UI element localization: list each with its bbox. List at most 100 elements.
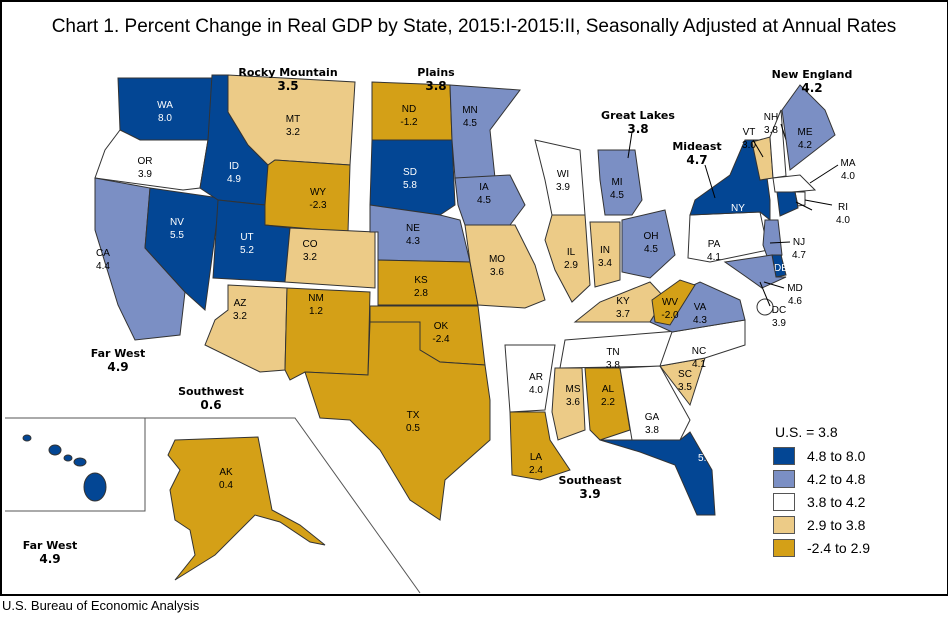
leader-line [752, 139, 764, 158]
state-ny [689, 139, 771, 222]
state-abbr: UT [240, 232, 253, 243]
state-value: 3.0 [742, 140, 756, 151]
state-mi [597, 149, 643, 216]
leader-line [809, 164, 839, 184]
legend-item: 4.8 to 8.0 [773, 444, 870, 467]
state-tx [304, 321, 491, 521]
state-mo [464, 224, 546, 309]
state-abbr: WV [662, 297, 678, 308]
state-value: 3.7 [616, 309, 630, 320]
leader-line [759, 281, 771, 307]
state-abbr: GA [645, 412, 660, 423]
state-abbr: AZ [234, 298, 247, 309]
state-value: 3.6 [566, 397, 580, 408]
state-abbr: TX [407, 410, 420, 421]
region-name: Far West [91, 347, 146, 360]
state-abbr: WY [310, 187, 326, 198]
state-ar [504, 344, 556, 413]
region-name: Great Lakes [601, 109, 675, 122]
state-al [584, 367, 631, 441]
state-value: -2.0 [661, 310, 679, 321]
state-value: 4.4 [96, 261, 110, 272]
legend-label: 3.8 to 4.2 [807, 493, 866, 510]
region-value: 4.7 [686, 153, 707, 167]
state-value: 2.8 [414, 288, 428, 299]
state-value: -2.4 [432, 334, 450, 345]
region-name: Southeast [558, 474, 621, 487]
state-value: 4.9 [227, 174, 241, 185]
state-value: 3.9 [138, 169, 152, 180]
state-abbr: VA [694, 302, 707, 313]
state-abbr: WI [557, 169, 569, 180]
state-value: 0.5 [406, 423, 420, 434]
legend-item: 3.8 to 4.2 [773, 490, 870, 513]
legend-item: 4.2 to 4.8 [773, 467, 870, 490]
state-value: 4.0 [529, 385, 543, 396]
state-abbr: KS [414, 275, 428, 286]
leader-line [627, 131, 633, 159]
state-value: 4.7 [792, 250, 806, 261]
state-value: -2.3 [309, 200, 327, 211]
state-abbr: MI [611, 177, 622, 188]
state-value: 2.9 [564, 260, 578, 271]
state-value: 0.4 [219, 480, 233, 491]
state-value: 4.5 [644, 244, 658, 255]
state-abbr: NY [731, 203, 745, 214]
region-value: 0.6 [200, 398, 221, 412]
state-abbr: AR [529, 372, 543, 383]
state-value: 4.8 [812, 223, 826, 234]
state-sd [369, 139, 456, 216]
state-hi-island [22, 434, 32, 442]
state-abbr: MA [841, 158, 856, 169]
state-value: 3.8 [645, 425, 659, 436]
state-ak [167, 436, 326, 581]
state-abbr: OK [434, 321, 449, 332]
state-abbr: NE [406, 223, 420, 234]
region-name: Mideast [672, 140, 721, 153]
state-abbr: RI [838, 202, 848, 213]
state-abbr: NM [308, 293, 324, 304]
state-abbr: DC [772, 305, 786, 316]
state-ct [776, 191, 799, 217]
state-value: 3.2 [233, 311, 247, 322]
state-value: 4.5 [610, 190, 624, 201]
state-abbr: SD [403, 167, 417, 178]
legend-item: -2.4 to 2.9 [773, 536, 870, 559]
state-value: 3.6 [490, 267, 504, 278]
region-value: 3.8 [425, 79, 446, 93]
state-abbr: LA [530, 452, 543, 463]
state-il [544, 214, 591, 303]
region-value: 3.8 [627, 122, 648, 136]
state-value: 4.0 [841, 171, 855, 182]
state-abbr: WA [157, 100, 173, 111]
legend-label: 2.9 to 3.8 [807, 516, 866, 533]
region-value: 4.2 [801, 81, 822, 95]
legend: U.S. = 3.8 4.8 to 8.0 4.2 to 4.8 3.8 to 4.… [773, 424, 870, 559]
state-abbr: CT [812, 210, 825, 221]
state-abbr: NH [764, 112, 778, 123]
state-abbr: CO [303, 239, 318, 250]
legend-swatch [773, 515, 795, 534]
region-name: Southwest [178, 385, 244, 398]
legend-swatch [773, 446, 795, 465]
legend-label: -2.4 to 2.9 [807, 539, 871, 556]
state-value: 5.1 [698, 453, 712, 464]
state-value: 3.9 [772, 318, 786, 329]
leader-line [704, 164, 716, 199]
state-abbr: MD [787, 283, 803, 294]
region-name: Rocky Mountain [238, 66, 337, 79]
state-abbr: SC [678, 369, 692, 380]
state-value: 5.1 [55, 485, 69, 496]
state-abbr: AL [602, 384, 615, 395]
state-co [284, 227, 376, 289]
state-value: 5.2 [240, 245, 254, 256]
state-abbr: ID [229, 161, 239, 172]
state-fl [599, 431, 716, 516]
state-value: 4.1 [692, 359, 706, 370]
state-value: 4.3 [693, 315, 707, 326]
leader-line [763, 281, 785, 289]
region-name: New England [772, 68, 853, 81]
legend-label: 4.8 to 8.0 [807, 447, 866, 464]
leader-line [804, 199, 833, 206]
